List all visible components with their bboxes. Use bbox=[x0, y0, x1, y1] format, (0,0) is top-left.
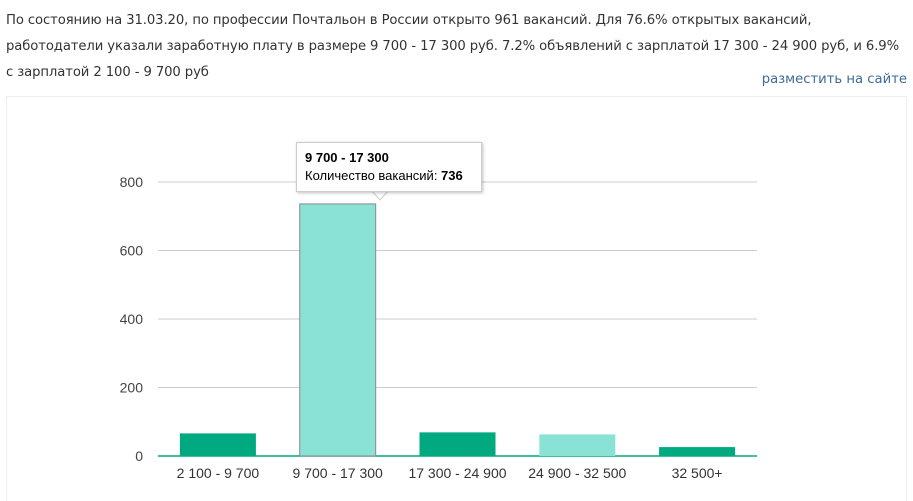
tooltip-pointer bbox=[371, 190, 389, 201]
x-tick-label: 2 100 - 9 700 bbox=[177, 465, 260, 481]
tooltip-line: Количество вакансий: 736 bbox=[305, 167, 473, 185]
x-tick-label: 9 700 - 17 300 bbox=[293, 465, 384, 481]
x-tick-label: 32 500+ bbox=[672, 465, 723, 481]
summary-text: По состоянию на 31.03.20, по профессии П… bbox=[6, 13, 900, 80]
place-on-site-link[interactable]: разместить на сайте bbox=[761, 72, 907, 87]
bar-1[interactable] bbox=[299, 203, 377, 457]
y-tick-label: 600 bbox=[120, 243, 144, 259]
y-tick-label: 200 bbox=[120, 380, 144, 396]
tooltip-value: 736 bbox=[441, 168, 463, 183]
bar-3[interactable] bbox=[539, 434, 616, 456]
y-tick-label: 0 bbox=[135, 448, 143, 464]
bar-0[interactable] bbox=[179, 433, 256, 456]
y-tick-label: 800 bbox=[120, 174, 144, 190]
bar-tooltip: 9 700 - 17 300 Количество вакансий: 736 bbox=[296, 142, 482, 192]
tooltip-title: 9 700 - 17 300 bbox=[305, 150, 389, 165]
bar-2[interactable] bbox=[419, 432, 496, 456]
bar-4[interactable] bbox=[659, 447, 736, 456]
x-tick-label: 17 300 - 24 900 bbox=[408, 465, 506, 481]
y-tick-label: 400 bbox=[120, 311, 144, 327]
tooltip-label: Количество вакансий: bbox=[305, 168, 442, 183]
chart-panel bbox=[6, 96, 907, 501]
x-tick-label: 24 900 - 32 500 bbox=[528, 465, 626, 481]
